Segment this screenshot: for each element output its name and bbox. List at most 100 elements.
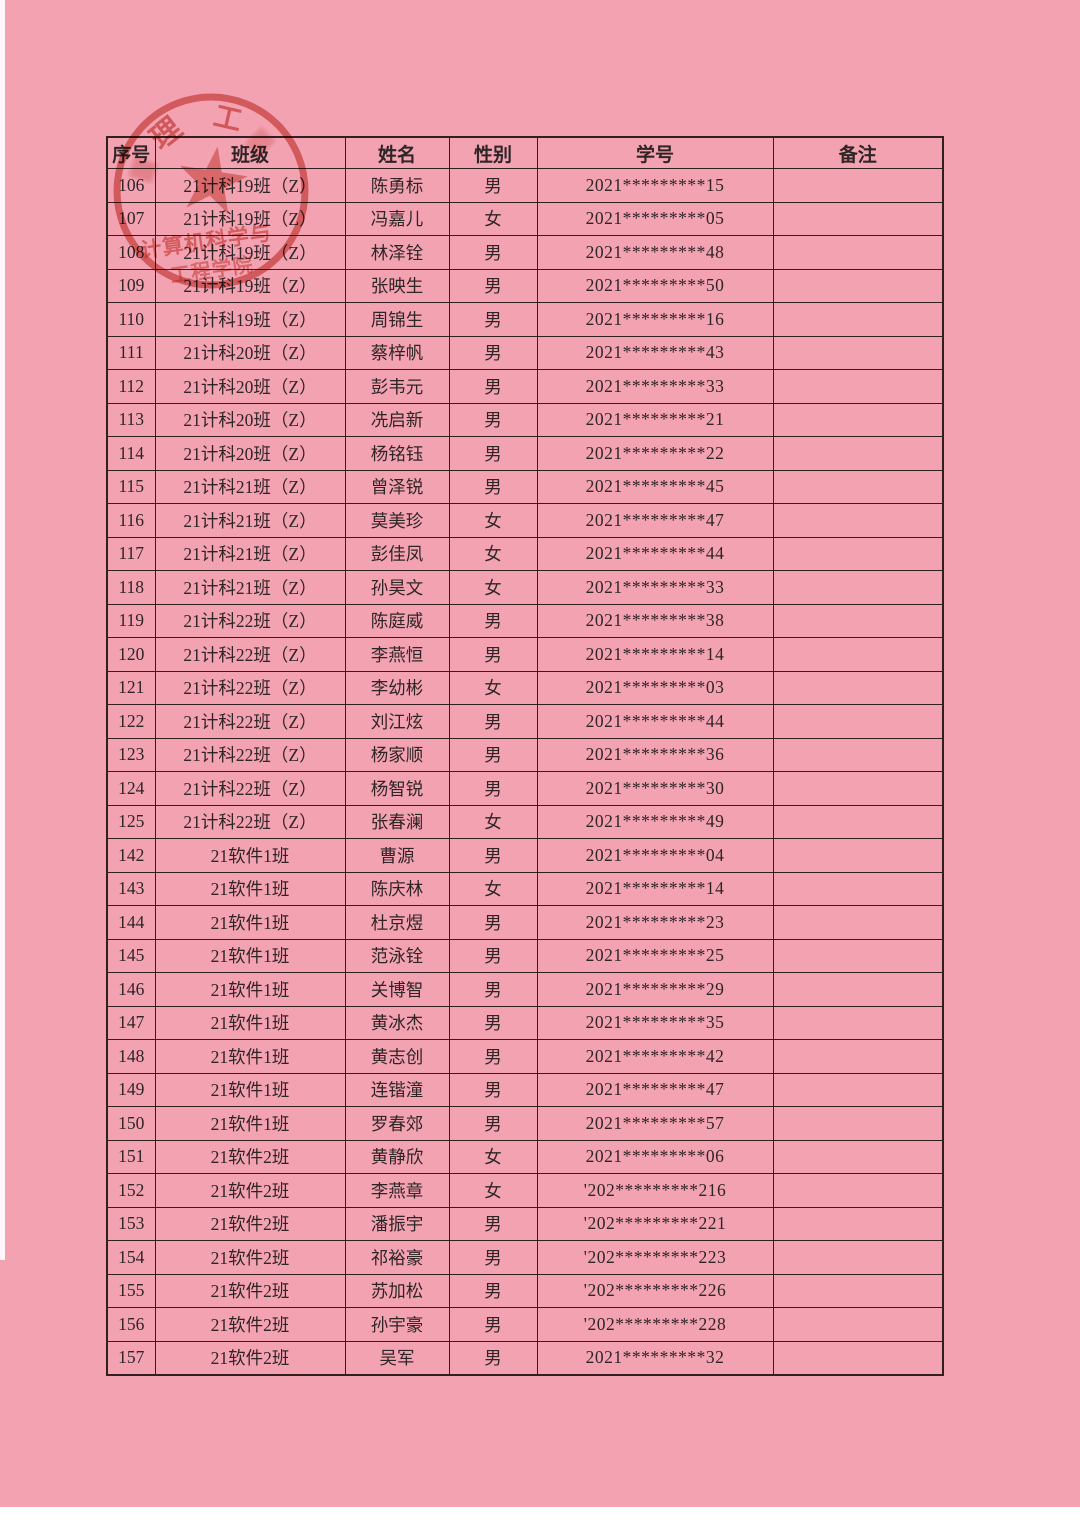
cell-serial: 113: [106, 402, 156, 437]
col-header-name: 姓名: [344, 136, 450, 169]
cell-name: 苏加松: [344, 1273, 450, 1308]
table-row: 153 21软件2班 潘振宇男 '202*********221: [106, 1206, 944, 1241]
cell-gender: 男: [448, 369, 538, 404]
cell-remark: [772, 1139, 944, 1174]
cell-student-id: 2021*********50: [536, 268, 774, 303]
cell-student-id: 2021*********43: [536, 335, 774, 370]
cell-gender: 女: [448, 804, 538, 839]
cell-serial: 154: [106, 1240, 156, 1275]
table-row: 149 21软件1班 连锴潼男 2021*********47: [106, 1072, 944, 1107]
cell-serial: 121: [106, 670, 156, 705]
cell-class: 21软件1班: [154, 1039, 346, 1074]
cell-remark: [772, 737, 944, 772]
cell-serial: 155: [106, 1273, 156, 1308]
cell-class: 21软件2班: [154, 1173, 346, 1208]
cell-name: 孙宇豪: [344, 1307, 450, 1342]
cell-name: 祁裕豪: [344, 1240, 450, 1275]
cell-gender: 男: [448, 1039, 538, 1074]
cell-name: 刘江炫: [344, 704, 450, 739]
cell-gender: 男: [448, 1307, 538, 1342]
table-row: 154 21软件2班 祁裕豪男 '202*********223: [106, 1240, 944, 1275]
cell-remark: [772, 670, 944, 705]
cell-remark: [772, 469, 944, 504]
table-row: 113 21计科20班（Z） 冼启新男 2021*********21: [106, 402, 944, 437]
cell-gender: 男: [448, 469, 538, 504]
cell-class: 21计科20班（Z）: [154, 369, 346, 404]
table-row: 120 21计科22班（Z） 李燕恒男 2021*********14: [106, 637, 944, 672]
table-row: 117 21计科21班（Z） 彭佳凤女 2021*********44: [106, 536, 944, 571]
cell-name: 杜京煜: [344, 905, 450, 940]
cell-serial: 112: [106, 369, 156, 404]
col-header-class: 班级: [154, 136, 346, 169]
cell-class: 21软件2班: [154, 1240, 346, 1275]
cell-class: 21计科21班（Z）: [154, 536, 346, 571]
seal-arc-char-2: 工: [210, 101, 244, 138]
cell-remark: [772, 771, 944, 806]
cell-gender: 女: [448, 536, 538, 571]
cell-class: 21计科21班（Z）: [154, 570, 346, 605]
cell-class: 21计科20班（Z）: [154, 335, 346, 370]
cell-class: 21软件1班: [154, 1005, 346, 1040]
cell-class: 21软件1班: [154, 972, 346, 1007]
cell-serial: 144: [106, 905, 156, 940]
cell-serial: 118: [106, 570, 156, 605]
cell-name: 黄冰杰: [344, 1005, 450, 1040]
cell-student-id: 2021*********22: [536, 436, 774, 471]
cell-name: 彭韦元: [344, 369, 450, 404]
cell-serial: 148: [106, 1039, 156, 1074]
table-row: 143 21软件1班 陈庆林女 2021*********14: [106, 871, 944, 906]
cell-remark: [772, 1173, 944, 1208]
cell-student-id: 2021*********16: [536, 302, 774, 337]
cell-gender: 男: [448, 302, 538, 337]
cell-class: 21软件2班: [154, 1206, 346, 1241]
cell-class: 21计科22班（Z）: [154, 804, 346, 839]
table-row: 150 21软件1班 罗春郊男 2021*********57: [106, 1106, 944, 1141]
table-row: 111 21计科20班（Z） 蔡梓帆男 2021*********43: [106, 335, 944, 370]
cell-serial: 111: [106, 335, 156, 370]
cell-student-id: 2021*********57: [536, 1106, 774, 1141]
cell-serial: 117: [106, 536, 156, 571]
cell-gender: 男: [448, 737, 538, 772]
cell-student-id: 2021*********04: [536, 838, 774, 873]
cell-student-id: 2021*********25: [536, 938, 774, 973]
cell-gender: 男: [448, 335, 538, 370]
cell-remark: [772, 1039, 944, 1074]
cell-serial: 107: [106, 201, 156, 236]
cell-gender: 男: [448, 704, 538, 739]
cell-student-id: '202*********221: [536, 1206, 774, 1241]
cell-student-id: '202*********228: [536, 1307, 774, 1342]
col-header-student-id: 学号: [536, 136, 774, 169]
table-row: 118 21计科21班（Z） 孙昊文女 2021*********33: [106, 570, 944, 605]
cell-serial: 115: [106, 469, 156, 504]
table-row: 110 21计科19班（Z） 周锦生男 2021*********16: [106, 302, 944, 337]
cell-class: 21软件2班: [154, 1307, 346, 1342]
cell-student-id: 2021*********38: [536, 603, 774, 638]
cell-serial: 156: [106, 1307, 156, 1342]
cell-serial: 116: [106, 503, 156, 538]
table-row: 124 21计科22班（Z） 杨智锐男 2021*********30: [106, 771, 944, 806]
table-row: 157 21软件2班 吴军男 2021*********32: [106, 1340, 944, 1376]
table-row: 109 21计科19班（Z） 张映生男 2021*********50: [106, 268, 944, 303]
cell-gender: 男: [448, 436, 538, 471]
cell-remark: [772, 570, 944, 605]
cell-serial: 146: [106, 972, 156, 1007]
cell-remark: [772, 436, 944, 471]
cell-class: 21计科21班（Z）: [154, 469, 346, 504]
cell-name: 冼启新: [344, 402, 450, 437]
cell-student-id: 2021*********21: [536, 402, 774, 437]
cell-name: 张映生: [344, 268, 450, 303]
cell-serial: 108: [106, 235, 156, 270]
cell-gender: 男: [448, 771, 538, 806]
cell-remark: [772, 302, 944, 337]
cell-remark: [772, 637, 944, 672]
cell-class: 21软件1班: [154, 1072, 346, 1107]
table-row: 147 21软件1班 黄冰杰男 2021*********35: [106, 1005, 944, 1040]
cell-gender: 男: [448, 1106, 538, 1141]
table-row: 152 21软件2班 李燕章女 '202*********216: [106, 1173, 944, 1208]
cell-serial: 106: [106, 168, 156, 203]
col-header-serial: 序号: [106, 136, 156, 169]
cell-gender: 男: [448, 603, 538, 638]
cell-name: 曹源: [344, 838, 450, 873]
cell-name: 陈庭威: [344, 603, 450, 638]
cell-class: 21软件1班: [154, 838, 346, 873]
